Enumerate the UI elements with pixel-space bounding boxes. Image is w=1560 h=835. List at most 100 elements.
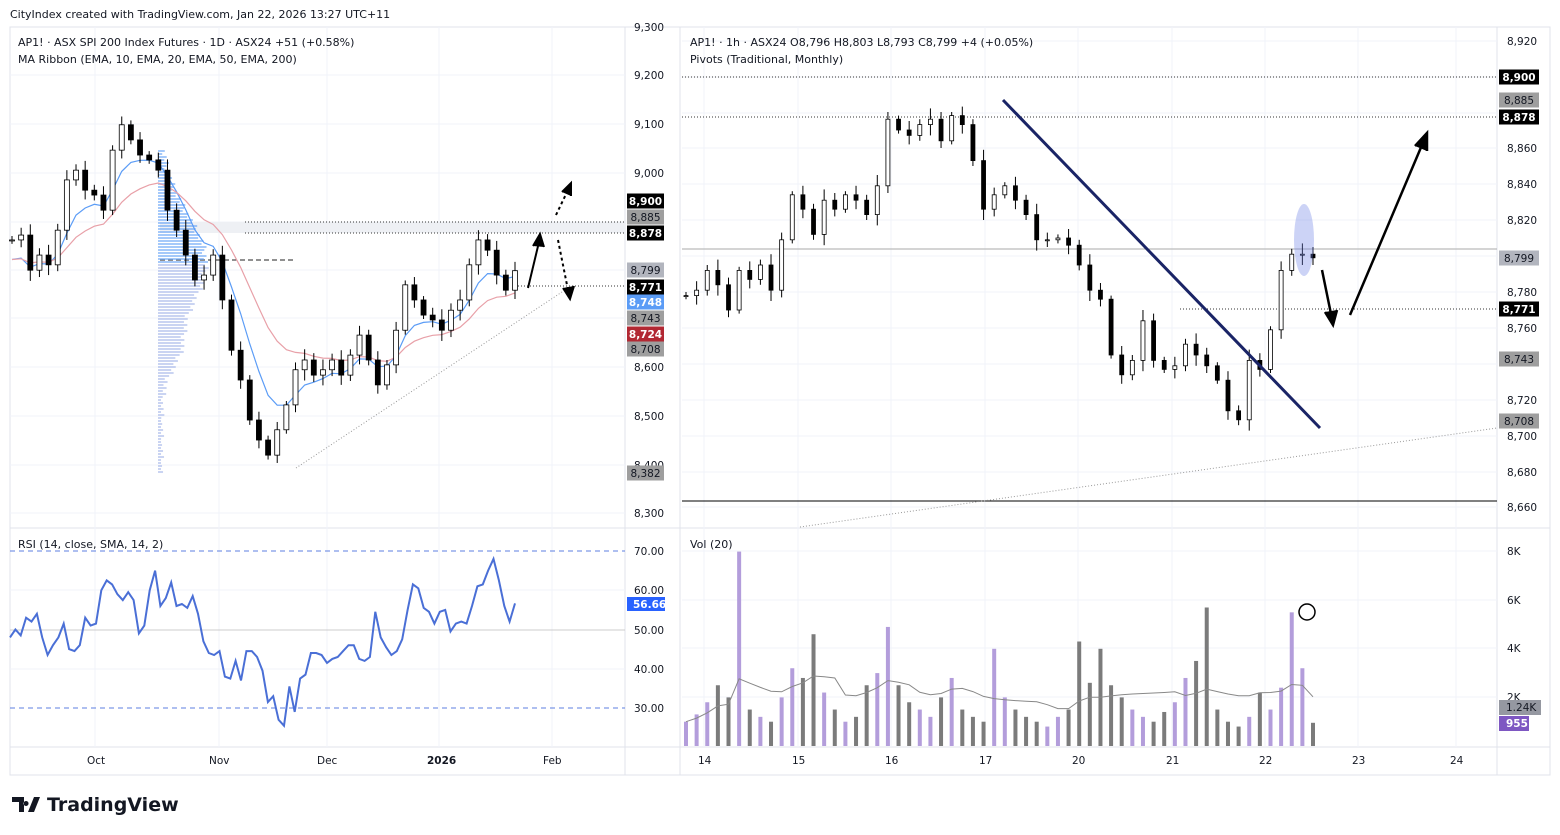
candle: [821, 189, 827, 246]
volume-legend[interactable]: Vol (20): [690, 538, 733, 551]
price-badge-bg: [1499, 301, 1539, 317]
price-badge: 8,799: [1499, 250, 1539, 266]
candle-body: [484, 239, 491, 251]
candle-body: [970, 124, 976, 161]
volume-profile-bar: [158, 180, 171, 182]
tradingview-logo[interactable]: TradingView: [12, 794, 179, 816]
candle: [210, 249, 217, 281]
rsi-tick: 40.00: [634, 664, 664, 676]
candle: [704, 265, 710, 296]
rsi-value-badge: [627, 597, 665, 611]
date-tick: Dec: [317, 755, 338, 767]
volume-bar: [800, 677, 805, 746]
left-price-axis[interactable]: 9,300 9,200 9,100 9,000 8,600 8,500 8,40…: [627, 22, 664, 520]
volume-bar: [1002, 697, 1007, 746]
volume-profile-bar: [158, 237, 199, 239]
volume-profile-bar: [158, 156, 167, 158]
right-date-axis[interactable]: 14 15 16 17 20 21 22 23 24: [698, 755, 1464, 767]
candle-body: [885, 118, 891, 187]
downtrend-line: [1001, 98, 1322, 430]
volume-pane[interactable]: Vol (20) 8K 6K 4K 2K 1.24K 955: [684, 538, 1541, 746]
volume-profile-bar: [158, 435, 165, 437]
volume-profile-bar: [158, 420, 161, 422]
candle-body: [747, 269, 753, 280]
left-legend-symbol[interactable]: AP1! · ASX SPI 200 Index Futures · 1D · …: [18, 36, 354, 49]
candle-body: [683, 295, 689, 298]
volume-profile-bar: [158, 324, 188, 326]
candle-body: [981, 160, 986, 210]
volume-bar: [684, 721, 688, 746]
volume-profile-bar: [158, 171, 170, 173]
volume-bar: [822, 692, 827, 746]
right-price-axis[interactable]: 8,920 8,860 8,840 8,820 8,780 8,760 8,72…: [1499, 36, 1539, 514]
candle-body: [109, 149, 116, 211]
left-pane[interactable]: AP1! · ASX SPI 200 Index Futures · 1D · …: [9, 36, 626, 473]
candle-body: [283, 404, 290, 431]
candle-body: [329, 359, 335, 371]
candle-body: [256, 419, 262, 441]
candle: [832, 193, 838, 217]
vol-tick: 8K: [1507, 546, 1522, 558]
price-badge: 8,885: [1499, 92, 1539, 108]
candle-body: [448, 309, 454, 331]
candle: [779, 232, 785, 298]
volume-bar: [811, 634, 816, 746]
candle-body: [1034, 214, 1040, 241]
right-legend-indicator[interactable]: Pivots (Traditional, Monthly): [690, 53, 843, 66]
rsi-line: [9, 555, 516, 728]
volume-profile-bar: [158, 405, 161, 407]
panel-frames: [9, 26, 1551, 776]
price-badge-bg: [627, 193, 664, 209]
volume-profile-bar: [158, 288, 203, 290]
left-legend-indicator[interactable]: MA Ribbon (EMA, 10, EMA, 20, EMA, 50, EM…: [18, 53, 297, 66]
price-badge-bg: [627, 225, 664, 241]
candle-body: [779, 239, 785, 291]
volume-bar: [949, 677, 954, 746]
candle: [393, 321, 400, 374]
candle: [959, 106, 965, 134]
left-date-axis[interactable]: Oct Nov Dec 2026 Feb: [87, 755, 562, 767]
rsi-pane[interactable]: RSI (14, close, SMA, 14, 2) 70.00 60.00 …: [9, 538, 666, 728]
candle-body: [938, 118, 944, 142]
candle-body: [1236, 410, 1242, 421]
volume-profile-bar: [158, 384, 164, 386]
date-tick: 16: [885, 755, 899, 767]
date-tick: 24: [1450, 755, 1464, 767]
volume-profile-bar: [158, 291, 199, 293]
candle-body: [429, 314, 436, 321]
candle-body: [726, 284, 731, 311]
rsi-legend[interactable]: RSI (14, close, SMA, 14, 2): [18, 538, 163, 551]
right-pane[interactable]: AP1! · 1h · ASX24 O8,796 H8,803 L8,793 C…: [682, 36, 1498, 528]
volume-profile-bar: [158, 381, 168, 383]
volume-profile-bar: [158, 333, 185, 335]
candle-body: [192, 254, 198, 281]
rsi-tick: 50.00: [634, 625, 664, 637]
price-badge-bg: [1499, 109, 1539, 125]
candle: [411, 277, 418, 308]
volume-bar: [917, 709, 922, 746]
candle: [1278, 261, 1284, 339]
candle: [1119, 346, 1125, 384]
candle: [853, 185, 859, 210]
candle: [420, 296, 427, 319]
volume-profile-bar: [158, 204, 186, 206]
price-tick: 9,100: [634, 119, 664, 131]
volume-bar: [1109, 685, 1114, 746]
right-legend-symbol[interactable]: AP1! · 1h · ASX24 O8,796 H8,803 L8,793 C…: [690, 36, 1033, 49]
candle: [219, 245, 226, 310]
candle: [694, 281, 700, 305]
candle: [256, 411, 262, 449]
candle-body: [1055, 237, 1061, 241]
candle-body: [715, 269, 721, 286]
volume-profile-bar: [158, 270, 206, 272]
candle: [36, 248, 43, 278]
candle: [9, 236, 15, 244]
volume-bar: [1151, 721, 1156, 746]
volume-bar: [1045, 726, 1050, 746]
candle: [438, 309, 445, 341]
price-badge-label: 8,743: [630, 313, 660, 325]
volume-bar: [1183, 677, 1188, 746]
volume-profile-bar: [158, 423, 163, 425]
candle-body: [1183, 343, 1188, 367]
